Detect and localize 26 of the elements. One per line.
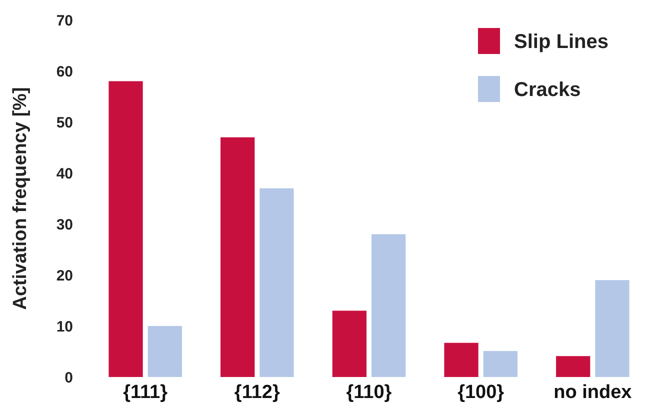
bar — [332, 310, 366, 377]
bar — [372, 234, 406, 377]
y-tick-label: 30 — [56, 216, 73, 234]
x-tick-label: {112} — [234, 382, 280, 403]
y-tick-label: 40 — [56, 165, 73, 182]
x-tick-label: {110} — [346, 382, 392, 403]
y-axis-title: Activation frequency [%] — [10, 87, 31, 310]
y-tick-label: 50 — [56, 114, 73, 132]
y-tick-label: 0 — [64, 369, 73, 386]
bar — [444, 342, 478, 377]
bar — [148, 326, 182, 377]
legend-label: Slip Lines — [514, 31, 608, 53]
x-tick-label: no index — [554, 382, 632, 403]
y-tick-label: 70 — [56, 12, 73, 30]
bar — [595, 280, 630, 377]
bar — [220, 137, 255, 377]
y-tick-label: 10 — [56, 318, 73, 336]
y-tick-label: 60 — [56, 63, 73, 80]
bar — [260, 188, 294, 377]
y-tick-label: 20 — [56, 267, 73, 284]
legend-label: Cracks — [514, 79, 581, 101]
bar — [556, 356, 590, 377]
bar — [483, 350, 518, 377]
bar — [108, 81, 143, 377]
x-tick-label: {100} — [458, 382, 505, 403]
x-tick-label: {111} — [123, 382, 168, 403]
